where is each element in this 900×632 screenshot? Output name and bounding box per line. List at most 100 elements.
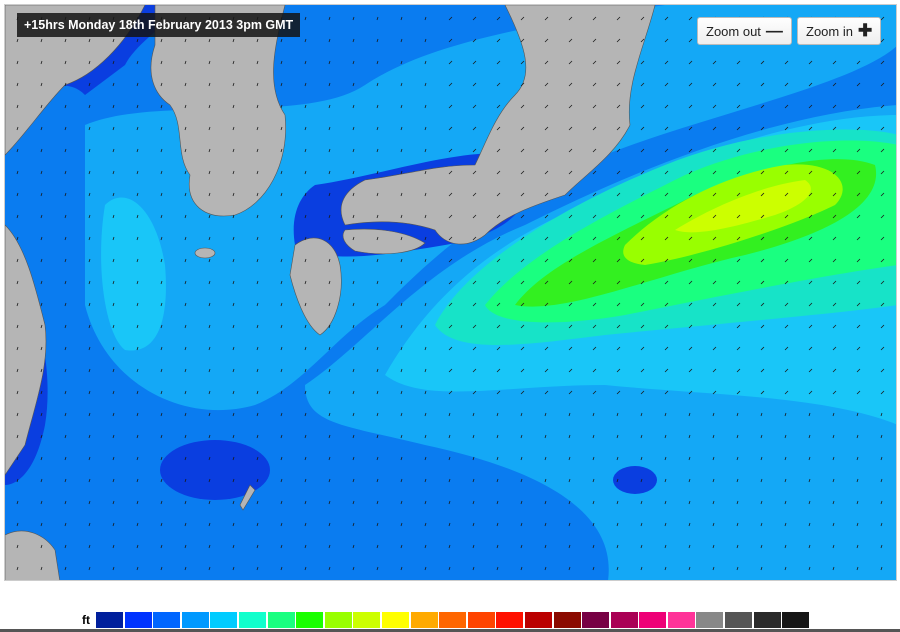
wind-arrow: [640, 126, 645, 131]
wind-arrow: [808, 258, 813, 263]
wind-arrow: [400, 478, 403, 483]
wind-arrow: [520, 280, 525, 285]
wind-arrow: [376, 60, 379, 65]
wind-arrow: [376, 148, 379, 153]
wind-arrow: [568, 60, 573, 65]
wind-arrow: [664, 302, 669, 307]
wind-arrow: [64, 566, 67, 571]
wind-arrow: [280, 170, 283, 175]
wind-arrow: [40, 236, 43, 241]
wind-arrow: [544, 456, 547, 461]
wind-arrow: [832, 478, 835, 483]
wind-arrow: [880, 60, 885, 65]
wind-arrow: [880, 346, 885, 351]
wind-arrow: [208, 170, 211, 175]
wind-arrow: [712, 544, 715, 549]
wind-arrow: [496, 38, 501, 43]
wind-arrow: [40, 258, 43, 263]
wind-arrow: [352, 566, 355, 571]
wind-arrow: [16, 478, 19, 483]
wind-arrow: [760, 434, 763, 439]
wind-arrow: [760, 500, 763, 505]
wind-arrow: [328, 566, 331, 571]
wind-arrow: [256, 324, 259, 329]
wind-arrow: [640, 38, 645, 43]
wind-arrow: [208, 346, 211, 351]
wind-arrow: [424, 412, 427, 417]
wind-arrow: [160, 566, 163, 571]
wind-arrow: [184, 324, 187, 329]
wind-arrow: [808, 346, 813, 351]
legend-swatch: [410, 612, 438, 628]
wind-arrow: [232, 214, 235, 219]
wind-arrow: [16, 214, 19, 219]
wind-arrow: [520, 478, 523, 483]
wind-arrow: [16, 170, 19, 175]
wind-arrow: [832, 302, 837, 307]
wave-height-map[interactable]: +15hrs Monday 18th February 2013 3pm GMT…: [4, 4, 897, 581]
wind-arrow: [736, 566, 739, 571]
wind-arrow: [400, 456, 403, 461]
wind-arrow: [304, 280, 307, 285]
wind-arrow: [256, 456, 259, 461]
wind-arrow: [160, 500, 163, 505]
wind-arrow: [88, 82, 91, 87]
wind-arrow: [304, 192, 307, 197]
wind-arrow: [736, 236, 741, 241]
wind-arrow: [640, 522, 643, 527]
wind-arrow: [184, 236, 187, 241]
wind-arrow: [184, 478, 187, 483]
wind-arrow: [40, 104, 43, 109]
legend-swatch: [238, 612, 266, 628]
wind-arrow: [496, 214, 501, 219]
wind-arrow: [184, 412, 187, 417]
wind-arrow: [16, 500, 19, 505]
wind-arrow: [496, 368, 501, 373]
wind-arrow: [40, 456, 43, 461]
legend-swatch: [553, 612, 581, 628]
zoom-in-button[interactable]: Zoom in ✚: [797, 17, 882, 45]
wind-arrow: [376, 302, 379, 307]
wind-arrow: [664, 522, 667, 527]
wind-arrow: [232, 192, 235, 197]
wind-arrow: [688, 60, 693, 65]
wind-arrow: [640, 346, 645, 351]
wind-arrow: [616, 302, 621, 307]
map-canvas[interactable]: [5, 5, 897, 581]
wind-arrow: [880, 148, 885, 153]
wind-arrow: [256, 38, 259, 43]
wind-arrow: [376, 434, 379, 439]
wind-arrow: [352, 148, 355, 153]
zoom-out-button[interactable]: Zoom out —: [697, 17, 792, 45]
wind-arrow: [688, 258, 693, 263]
wind-arrow: [832, 214, 837, 219]
wind-arrow: [208, 522, 211, 527]
wind-arrow: [592, 280, 597, 285]
wind-arrow: [424, 148, 427, 153]
wind-arrow: [520, 368, 525, 373]
wind-arrow: [736, 456, 739, 461]
legend-swatch: [324, 612, 352, 628]
wind-arrow: [112, 390, 115, 395]
plus-icon: ✚: [857, 21, 873, 40]
wind-arrow: [136, 434, 139, 439]
wind-arrow: [808, 368, 813, 373]
wind-arrow: [160, 434, 163, 439]
wind-arrow: [856, 170, 861, 175]
wind-arrow: [760, 566, 763, 571]
wind-arrow: [880, 16, 885, 21]
land-kyushu: [289, 237, 342, 336]
wind-arrow: [784, 192, 789, 197]
wind-arrow: [616, 368, 621, 373]
wind-arrow: [856, 148, 861, 153]
wind-arrow: [616, 148, 621, 153]
wind-arrow: [592, 456, 595, 461]
wind-arrow: [64, 324, 67, 329]
wind-arrow: [64, 302, 67, 307]
wind-arrow: [688, 434, 691, 439]
wind-arrow: [184, 192, 187, 197]
wind-arrow: [304, 258, 307, 263]
wind-arrow: [208, 456, 211, 461]
wind-arrow: [712, 126, 717, 131]
wind-arrow: [664, 258, 669, 263]
